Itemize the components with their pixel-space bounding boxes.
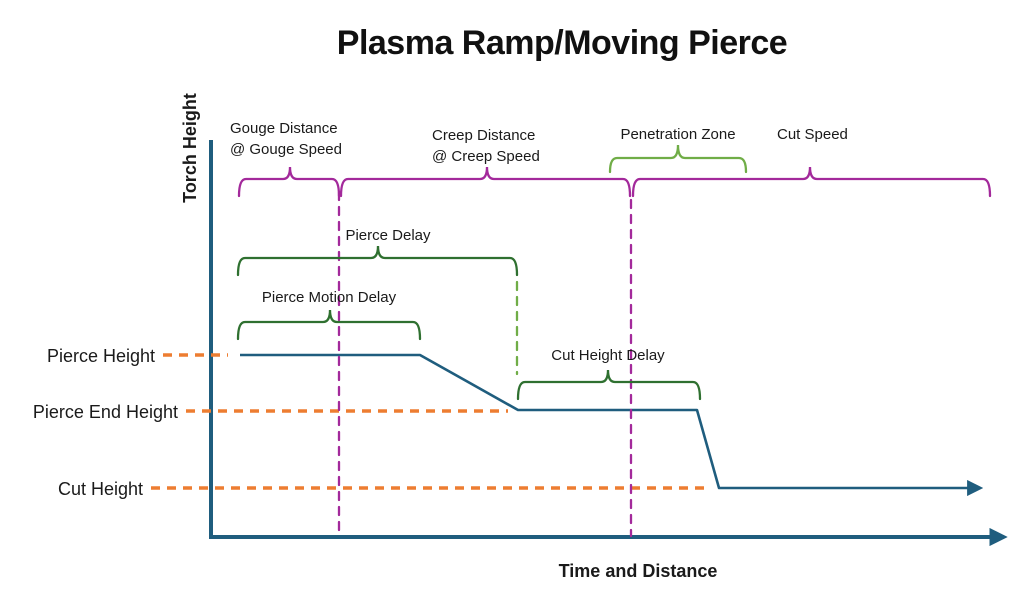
pierce-motion-delay-label: Pierce Motion Delay [261,289,397,306]
creep-distance-brace [339,166,632,198]
cut-height-label: Cut Height [57,479,143,499]
cut-height-delay-label: Cut Height Delay [551,347,665,364]
gouge-distance-label-line1: Gouge Distance [230,120,338,137]
creep-distance-label: Creep Distance @ Creep Speed [432,125,540,167]
torch-height-profile-line [240,353,984,497]
page-title: Plasma Ramp/Moving Pierce [336,24,788,62]
creep-distance-label-line2: @ Creep Speed [432,148,540,165]
pierce-delay-brace [236,245,519,277]
pierce-motion-delay-brace [236,309,422,341]
gouge-distance-label: Gouge Distance @ Gouge Speed [230,118,342,160]
penetration-zone-brace [608,144,748,174]
penetration-zone-label: Penetration Zone [620,126,736,143]
x-axis-label: Time and Distance [558,561,718,581]
gouge-distance-brace [237,166,341,198]
pierce-end-height-label: Pierce End Height [32,402,178,422]
pierce-delay-label: Pierce Delay [345,227,431,244]
creep-distance-label-line1: Creep Distance [432,127,536,144]
gouge-distance-label-line2: @ Gouge Speed [230,141,342,158]
cut-speed-label: Cut Speed [777,126,848,143]
cut-speed-brace [631,166,992,198]
pierce-height-label: Pierce Height [46,346,155,366]
y-axis-label: Torch Height [180,93,200,203]
cut-height-delay-brace [516,369,702,401]
